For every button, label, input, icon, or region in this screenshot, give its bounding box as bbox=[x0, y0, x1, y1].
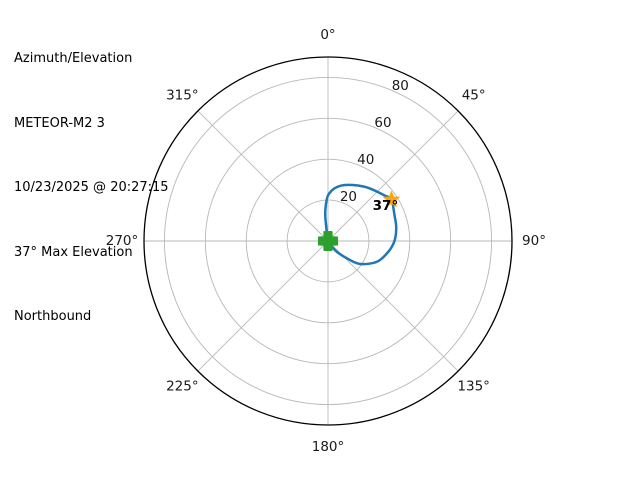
pass-info-block: Azimuth/Elevation METEOR-M2 3 10/23/2025… bbox=[14, 5, 169, 371]
azimuth-spoke-225 bbox=[197, 240, 329, 372]
pass-direction: Northbound bbox=[14, 309, 92, 324]
pass-datetime: 10/23/2025 @ 20:27:15 bbox=[14, 180, 169, 195]
azimuth-label-225: 225° bbox=[166, 379, 199, 395]
azimuth-label-0: 0° bbox=[320, 27, 335, 43]
elevation-label-40: 40 bbox=[357, 152, 374, 168]
azimuth-label-45: 45° bbox=[462, 87, 486, 103]
max-elevation-annotation: 37° bbox=[373, 198, 399, 214]
azimuth-spoke-315 bbox=[197, 110, 329, 242]
polar-outline bbox=[143, 56, 513, 426]
elevation-label-20: 20 bbox=[340, 189, 357, 205]
azimuth-label-270: 270° bbox=[106, 233, 139, 249]
satellite-name: METEOR-M2 3 bbox=[14, 115, 105, 131]
azimuth-label-315: 315° bbox=[166, 87, 199, 103]
azimuth-label-135: 135° bbox=[457, 379, 490, 395]
azimuth-label-90: 90° bbox=[522, 233, 546, 249]
azimuth-spoke-45 bbox=[327, 110, 459, 242]
azimuth-spoke-135 bbox=[327, 240, 459, 372]
pass-track bbox=[323, 183, 398, 266]
elevation-label-60: 60 bbox=[374, 115, 391, 131]
pass-start-marker bbox=[318, 231, 338, 251]
chart-title: Azimuth/Elevation bbox=[14, 51, 133, 66]
elevation-label-80: 80 bbox=[392, 78, 409, 94]
max-elevation-marker bbox=[383, 191, 400, 207]
max-elevation-text: 37° Max Elevation bbox=[14, 244, 133, 260]
azimuth-label-180: 180° bbox=[312, 439, 345, 455]
